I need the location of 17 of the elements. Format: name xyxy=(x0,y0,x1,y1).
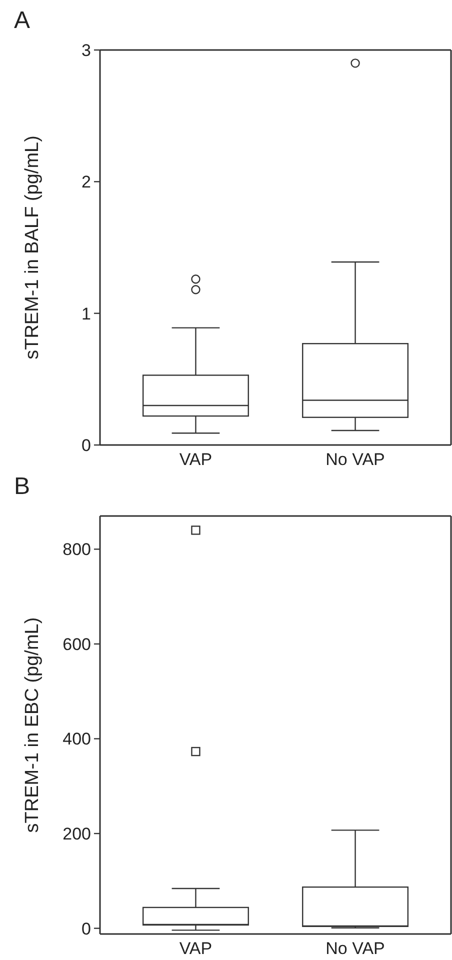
y-tick-label: 0 xyxy=(82,919,91,938)
y-tick-label: 200 xyxy=(62,824,91,844)
y-tick-label: 600 xyxy=(62,634,91,654)
y-axis-title: sTREM-1 in BALF (pg/mL) xyxy=(22,136,43,360)
y-tick-label: 1 xyxy=(82,304,91,324)
y-tick-label: 800 xyxy=(62,540,91,560)
x-tick-label: VAP xyxy=(179,450,212,469)
y-tick-label: 0 xyxy=(82,436,91,455)
y-tick-label: 400 xyxy=(62,730,91,749)
x-tick-label: No VAP xyxy=(326,939,385,958)
chart-title: A xyxy=(14,7,30,34)
x-tick-label: No VAP xyxy=(326,450,385,469)
y-tick-label: 3 xyxy=(82,40,91,60)
x-tick-label: VAP xyxy=(179,939,212,958)
y-tick-label: 2 xyxy=(82,172,91,192)
chart-title: B xyxy=(14,473,30,500)
y-axis-title: sTREM-1 in EBC (pg/mL) xyxy=(22,617,43,833)
